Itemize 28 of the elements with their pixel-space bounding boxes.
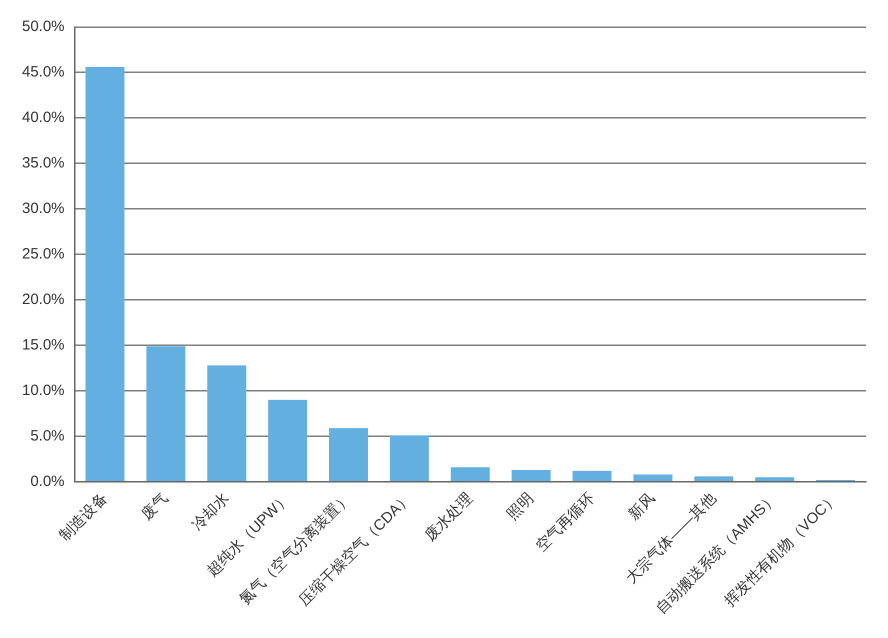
bar: [512, 470, 551, 482]
y-tick-label: 0.0%: [30, 472, 65, 490]
y-tick-label: 5.0%: [30, 427, 65, 444]
x-tick-label: 废水处理: [422, 490, 476, 544]
y-tick-label: 45.0%: [22, 64, 65, 81]
bar: [146, 346, 186, 482]
y-tick-label: 25.0%: [22, 246, 65, 263]
bar: [755, 477, 794, 482]
y-tick-label: 10.0%: [22, 382, 65, 399]
bar: [633, 474, 672, 482]
x-tick-label: 新风: [625, 490, 659, 524]
y-tick-label: 35.0%: [22, 154, 65, 172]
bar: [572, 470, 612, 482]
x-tick-label: 废气: [138, 490, 172, 524]
bar: [268, 400, 308, 482]
y-tick-label: 20.0%: [22, 291, 65, 308]
bar: [450, 467, 490, 482]
bar: [329, 428, 368, 482]
y-tick-label: 15.0%: [22, 336, 65, 354]
bar: [390, 435, 429, 482]
x-tick-label: 制造设备: [56, 490, 111, 544]
x-tick-label: 冷却水: [188, 490, 232, 534]
y-tick-label: 30.0%: [22, 200, 65, 218]
bar: [207, 365, 246, 482]
y-tick-label: 50.0%: [22, 18, 65, 36]
y-tick-label: 40.0%: [22, 109, 65, 126]
bar: [85, 67, 124, 482]
bar: [694, 476, 734, 482]
